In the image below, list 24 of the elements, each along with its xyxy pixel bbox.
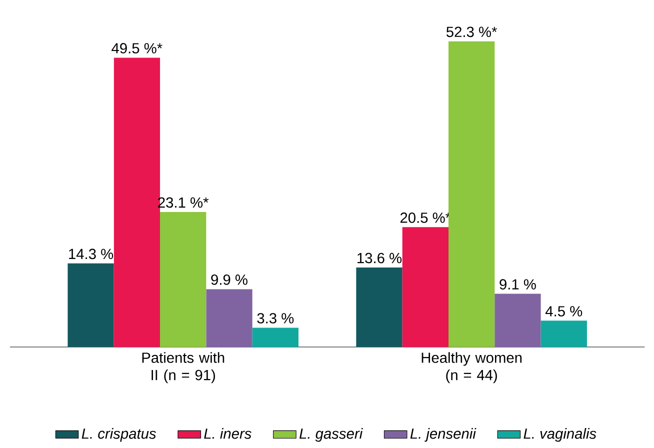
data-label: 3.3 %: [257, 313, 294, 324]
bar: [252, 328, 298, 347]
data-label: 49.5 %*: [112, 43, 162, 54]
x-tick-label: Patients with II (n = 91): [142, 352, 224, 384]
data-label: 52.3 %*: [446, 26, 498, 38]
bar: [540, 320, 587, 347]
bar: [494, 294, 541, 347]
data-label: 4.5 %: [545, 306, 582, 316]
bar: [402, 227, 448, 347]
data-label: 9.9 %: [211, 274, 248, 285]
data-label: 9.1 %: [500, 279, 536, 290]
bar: [206, 289, 252, 347]
legend-label: L. vaginalis: [524, 428, 596, 442]
bar: [356, 268, 402, 347]
x-tick-label: Healthy women (n = 44): [422, 352, 522, 384]
bar: [160, 212, 206, 347]
legend-label: L. jensenii: [410, 428, 476, 442]
data-label: 13.6 %: [358, 252, 402, 264]
legend-label: L. iners: [204, 428, 252, 439]
bar: [448, 41, 495, 347]
data-label: 14.3 %: [69, 248, 114, 260]
legend-label: L. crispatus: [82, 428, 156, 442]
legend-label: L. gasseri: [299, 428, 363, 442]
bar: [68, 263, 114, 347]
